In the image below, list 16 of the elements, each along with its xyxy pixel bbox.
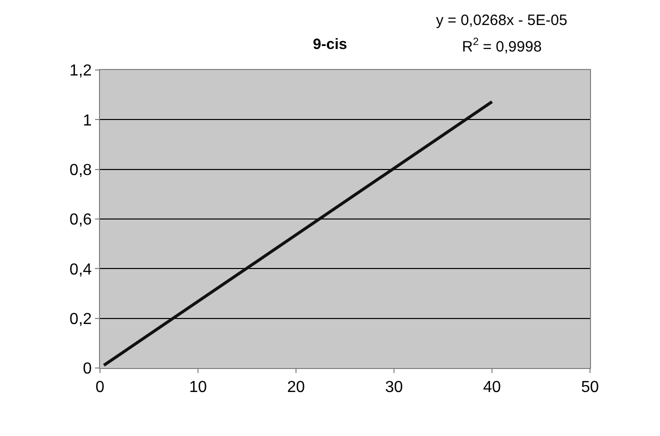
text: y = 0,0268x - 5E-05 — [436, 12, 568, 29]
y-tick-label: 0,8 — [70, 162, 92, 179]
y-tick-label: 0,2 — [70, 310, 92, 328]
chart-title: 9-cis — [312, 36, 348, 53]
x-tick-label: 50 — [581, 379, 599, 396]
x-tick-label: 20 — [287, 379, 305, 396]
y-tick-label: 0,6 — [70, 212, 92, 229]
y-tick-label: 1 — [82, 112, 92, 130]
x-tick-label: 0 — [96, 379, 105, 396]
x-tick-label: 10 — [189, 379, 207, 396]
y-tick-label: 1,2 — [70, 62, 92, 80]
text: R$^{2}$ = 0,9998 — [462, 36, 542, 56]
x-tick-label: 30 — [385, 379, 403, 396]
x-tick-label: 40 — [483, 379, 501, 396]
y-tick-label: 0 — [82, 360, 92, 378]
y-tick-label: 0,4 — [70, 261, 92, 278]
